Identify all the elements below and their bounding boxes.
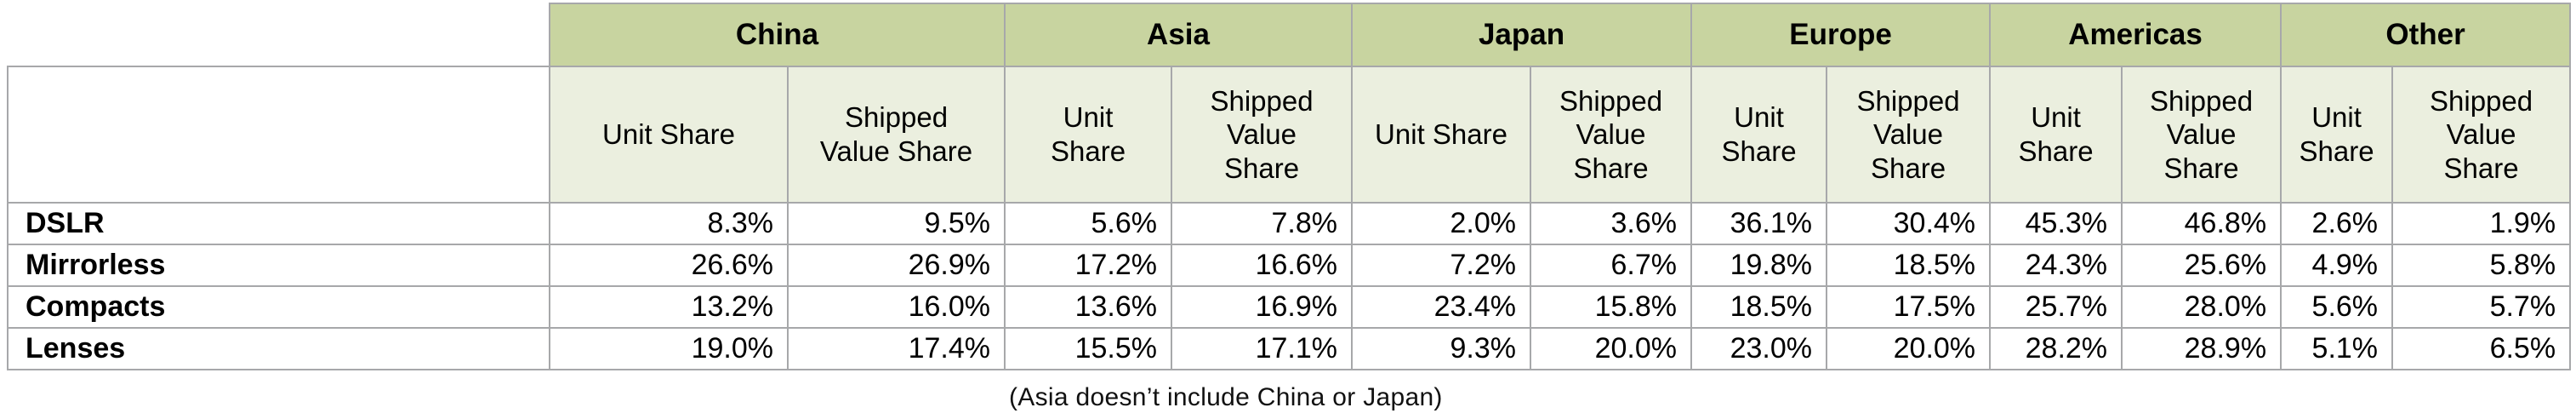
subheader-japan-unit-share: Unit Share — [1351, 66, 1532, 204]
subheader-other-shipped-value-share: Shipped Value Share — [2391, 66, 2572, 204]
data-cell: 3.6% — [1530, 202, 1693, 245]
data-cell: 5.7% — [2391, 285, 2572, 329]
subheader-japan-shipped-value-share: Shipped Value Share — [1530, 66, 1693, 204]
row-label-lenses: Lenses — [7, 327, 550, 370]
row-label-compacts: Compacts — [7, 285, 550, 329]
data-cell: 16.0% — [786, 285, 1006, 329]
label-column-spacer — [7, 66, 550, 204]
data-cell: 20.0% — [1530, 327, 1693, 370]
data-cell: 28.2% — [1989, 327, 2123, 370]
table-footnote: (Asia doesn’t include China or Japan) — [1009, 383, 1443, 411]
data-cell: 13.2% — [549, 285, 789, 329]
data-cell: 9.5% — [786, 202, 1006, 245]
data-cell: 45.3% — [1989, 202, 2123, 245]
data-cell: 6.7% — [1530, 244, 1693, 287]
data-cell: 5.6% — [2280, 285, 2394, 329]
subheader-americas-unit-share: Unit Share — [1989, 66, 2123, 204]
data-cell: 16.9% — [1171, 285, 1354, 329]
corner-cell — [8, 3, 550, 67]
data-cell: 5.1% — [2280, 327, 2394, 370]
data-cell: 15.5% — [1004, 327, 1173, 370]
data-cell: 23.4% — [1351, 285, 1532, 329]
subheader-other-unit-share: Unit Share — [2280, 66, 2394, 204]
data-cell: 25.7% — [1989, 285, 2123, 329]
region-header-japan: Japan — [1351, 3, 1693, 67]
data-cell: 18.5% — [1690, 285, 1828, 329]
region-header-americas: Americas — [1989, 3, 2282, 67]
data-cell: 24.3% — [1989, 244, 2123, 287]
data-cell: 7.8% — [1171, 202, 1354, 245]
data-cell: 9.3% — [1351, 327, 1532, 370]
data-cell: 17.1% — [1171, 327, 1354, 370]
table-row-dslr: DSLR 8.3% 9.5% 5.6% 7.8% 2.0% 3.6% 36.1%… — [7, 202, 2572, 245]
region-header-europe: Europe — [1690, 3, 1992, 67]
table-row-mirrorless: Mirrorless 26.6% 26.9% 17.2% 16.6% 7.2% … — [7, 244, 2572, 287]
data-cell: 4.9% — [2280, 244, 2394, 287]
region-header-asia: Asia — [1004, 3, 1354, 67]
data-cell: 25.6% — [2121, 244, 2282, 287]
data-cell: 23.0% — [1690, 327, 1828, 370]
data-cell: 13.6% — [1004, 285, 1173, 329]
subheader-americas-shipped-value-share: Shipped Value Share — [2121, 66, 2282, 204]
subheader-row: Unit Share Shipped Value Share Unit Shar… — [7, 66, 2572, 204]
data-cell: 1.9% — [2391, 202, 2572, 245]
data-cell: 6.5% — [2391, 327, 2572, 370]
data-cell: 19.0% — [549, 327, 789, 370]
data-cell: 19.8% — [1690, 244, 1828, 287]
geographic-share-table: China Asia Japan Europe Americas Other U… — [7, 3, 2572, 370]
subheader-asia-shipped-value-share: Shipped Value Share — [1171, 66, 1354, 204]
data-cell: 28.9% — [2121, 327, 2282, 370]
data-cell: 17.5% — [1826, 285, 1992, 329]
row-label-dslr: DSLR — [7, 202, 550, 245]
data-cell: 28.0% — [2121, 285, 2282, 329]
data-cell: 15.8% — [1530, 285, 1693, 329]
data-cell: 18.5% — [1826, 244, 1992, 287]
data-cell: 20.0% — [1826, 327, 1992, 370]
subheader-asia-unit-share: Unit Share — [1004, 66, 1173, 204]
data-cell: 16.6% — [1171, 244, 1354, 287]
data-cell: 2.0% — [1351, 202, 1532, 245]
data-cell: 5.8% — [2391, 244, 2572, 287]
subheader-china-shipped-value-share: Shipped Value Share — [786, 66, 1006, 204]
data-cell: 17.4% — [786, 327, 1006, 370]
data-cell: 46.8% — [2121, 202, 2282, 245]
data-cell: 5.6% — [1004, 202, 1173, 245]
data-cell: 8.3% — [549, 202, 789, 245]
subheader-europe-shipped-value-share: Shipped Value Share — [1826, 66, 1992, 204]
data-cell: 2.6% — [2280, 202, 2394, 245]
table-row-compacts: Compacts 13.2% 16.0% 13.6% 16.9% 23.4% 1… — [7, 285, 2572, 329]
data-cell: 36.1% — [1690, 202, 1828, 245]
data-cell: 30.4% — [1826, 202, 1992, 245]
region-header-row: China Asia Japan Europe Americas Other — [8, 3, 2572, 67]
row-label-mirrorless: Mirrorless — [7, 244, 550, 287]
region-header-china: China — [548, 3, 1006, 67]
data-cell: 26.9% — [786, 244, 1006, 287]
data-cell: 17.2% — [1004, 244, 1173, 287]
subheader-china-unit-share: Unit Share — [549, 66, 789, 204]
region-header-other: Other — [2280, 3, 2572, 67]
subheader-europe-unit-share: Unit Share — [1690, 66, 1828, 204]
table-row-lenses: Lenses 19.0% 17.4% 15.5% 17.1% 9.3% 20.0… — [7, 327, 2572, 370]
data-cell: 26.6% — [549, 244, 789, 287]
data-cell: 7.2% — [1351, 244, 1532, 287]
